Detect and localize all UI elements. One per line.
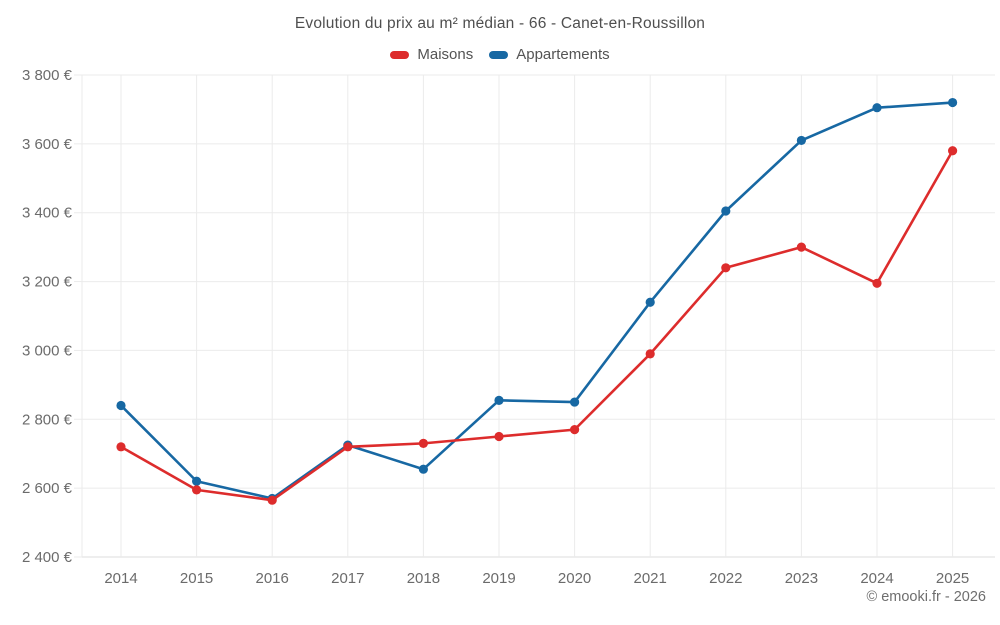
data-point-appartements-2022[interactable] [721,206,731,216]
data-point-maisons-2016[interactable] [267,495,277,505]
legend-label-maisons: Maisons [417,46,474,63]
data-point-appartements-2021[interactable] [645,297,655,307]
x-axis-tick-label: 2017 [331,570,364,587]
data-point-appartements-2023[interactable] [796,135,807,146]
data-point-maisons-2022[interactable] [721,263,731,273]
data-point-maisons-2020[interactable] [570,425,580,435]
x-axis-tick-label: 2020 [558,570,591,587]
appartements-series-swatch-icon [489,50,509,59]
x-axis-tick-label: 2021 [634,570,667,587]
y-axis-tick-label: 2 800 € [22,411,73,428]
data-point-maisons-2018[interactable] [418,438,428,448]
data-point-maisons-2014[interactable] [116,442,126,452]
y-axis-tick-label: 3 600 € [22,136,73,153]
x-axis-tick-label: 2022 [709,570,742,587]
legend-label-appartements: Appartements [516,46,610,63]
data-point-maisons-2015[interactable] [192,485,202,495]
series-line-maisons [119,149,954,502]
x-axis-tick-label: 2014 [104,570,137,587]
legend-item-appartements[interactable]: Appartements [489,46,610,63]
x-axis-tick-label: 2023 [785,570,818,587]
legend-item-maisons[interactable]: Maisons [390,46,473,63]
data-point-appartements-2019[interactable] [494,395,504,405]
y-axis-tick-label: 3 000 € [22,342,73,359]
data-point-appartements-2024[interactable] [872,103,882,113]
data-point-maisons-2024[interactable] [872,278,882,288]
data-point-maisons-2017[interactable] [343,442,353,452]
x-axis-tick-label: 2024 [860,570,893,587]
x-axis-tick-label: 2015 [180,570,213,587]
y-axis-tick-label: 3 400 € [22,205,73,222]
data-point-appartements-2025[interactable] [948,97,958,108]
y-axis-tick-label: 2 400 € [22,549,73,566]
data-point-appartements-2020[interactable] [570,397,580,407]
data-point-appartements-2014[interactable] [116,400,126,411]
x-axis-tick-label: 2019 [482,570,515,587]
series-line-appartements [119,101,954,500]
chart-title: Evolution du prix au m² médian - 66 - Ca… [294,15,706,32]
chart-legend: Maisons Appartements [0,46,1000,63]
x-axis-tick-label: 2016 [256,570,289,587]
x-axis-tick-label: 2025 [936,570,969,587]
data-point-maisons-2025[interactable] [948,146,958,156]
data-point-maisons-2019[interactable] [494,431,504,442]
watermark-credit: © emooki.fr - 2026 [866,589,986,605]
data-point-appartements-2018[interactable] [418,464,428,474]
maisons-series-swatch-icon [390,50,410,59]
data-point-maisons-2021[interactable] [645,349,655,359]
y-axis-tick-label: 2 600 € [22,480,73,497]
data-point-maisons-2023[interactable] [796,242,807,252]
x-axis-tick-label: 2018 [407,570,440,587]
data-point-appartements-2015[interactable] [192,476,202,486]
y-axis-tick-label: 3 800 € [22,67,73,84]
y-axis-tick-label: 3 200 € [22,274,73,291]
